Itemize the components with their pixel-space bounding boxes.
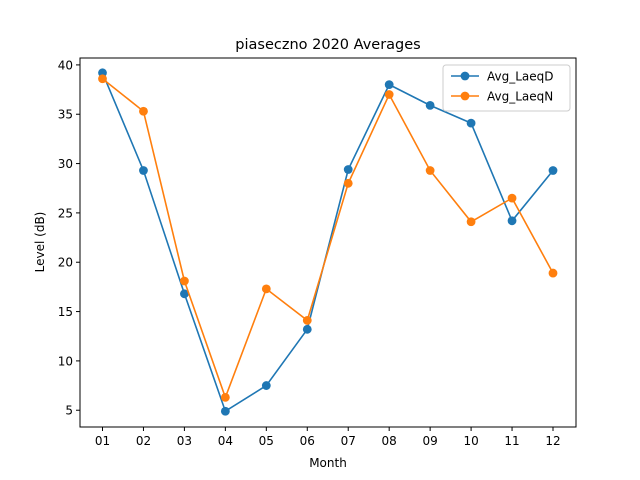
data-point-avg-laeqn <box>425 166 435 175</box>
x-tick-label: 09 <box>422 434 437 448</box>
x-tick-label: 05 <box>259 434 274 448</box>
axes-frame <box>79 57 577 428</box>
data-point-avg-laeqn <box>384 90 394 99</box>
plot-area <box>98 68 558 416</box>
data-point-avg-laeqn <box>466 217 476 227</box>
data-point-avg-laeqn <box>507 193 517 203</box>
data-point-avg-laeqn <box>302 316 312 325</box>
data-point-avg-laeqn <box>220 393 230 402</box>
x-tick-label: 01 <box>95 434 110 448</box>
legend-label: Avg_LaeqN <box>487 90 553 104</box>
data-point-avg-laeqd <box>261 381 271 390</box>
x-tick-label: 10 <box>463 434 478 448</box>
y-tick-label: 10 <box>58 354 73 368</box>
x-tick-label: 11 <box>504 434 519 448</box>
data-point-avg-laeqd <box>466 118 476 128</box>
data-point-avg-laeqd <box>507 216 517 226</box>
data-point-avg-laeqd <box>139 166 148 175</box>
legend-swatch-marker <box>460 91 470 101</box>
series-line-avg-laeqd <box>101 72 554 413</box>
x-tick-label: 08 <box>382 434 397 448</box>
x-tick-label: 04 <box>218 434 233 448</box>
x-tick-label: 12 <box>545 434 560 448</box>
y-axis: 5 10 15 20 25 30 35 40 <box>58 58 80 418</box>
data-point-avg-laeqd <box>548 166 558 175</box>
data-point-avg-laeqn <box>98 74 107 84</box>
data-point-avg-laeqd <box>384 80 394 90</box>
legend-label: Avg_LaeqD <box>487 70 554 84</box>
legend-swatch-marker <box>460 71 470 81</box>
y-tick-label: 20 <box>58 256 73 270</box>
x-tick-label: 06 <box>300 434 315 448</box>
x-tick-label: 03 <box>177 434 192 448</box>
series-line-avg-laeqn <box>102 78 554 400</box>
y-tick-label: 35 <box>58 108 73 122</box>
y-tick-label: 15 <box>58 305 73 319</box>
data-point-avg-laeqd <box>220 406 230 416</box>
data-point-avg-laeqd <box>343 165 353 174</box>
legend: Avg_LaeqD Avg_LaeqN <box>442 64 571 112</box>
data-point-avg-laeqd <box>425 100 435 110</box>
chart-title: piaseczno 2020 Averages <box>235 37 420 53</box>
data-point-avg-laeqn <box>139 106 148 116</box>
y-tick-label: 40 <box>58 58 73 72</box>
x-tick-label: 07 <box>341 434 356 448</box>
x-tick-label: 02 <box>136 434 151 448</box>
y-axis-label: Level (dB) <box>33 212 47 273</box>
x-axis: 01 02 03 04 05 06 07 08 09 10 11 12 <box>95 427 561 448</box>
data-point-avg-laeqn <box>548 268 558 278</box>
y-tick-label: 25 <box>58 206 73 220</box>
x-axis-label: Month <box>309 456 347 470</box>
data-point-avg-laeqn <box>343 178 353 188</box>
y-tick-label: 5 <box>65 404 73 418</box>
data-point-avg-laeqn <box>261 284 271 294</box>
data-point-avg-laeqd <box>302 324 312 334</box>
y-tick-label: 30 <box>58 157 73 171</box>
data-point-avg-laeqd <box>180 289 189 299</box>
data-point-avg-laeqn <box>180 276 189 286</box>
